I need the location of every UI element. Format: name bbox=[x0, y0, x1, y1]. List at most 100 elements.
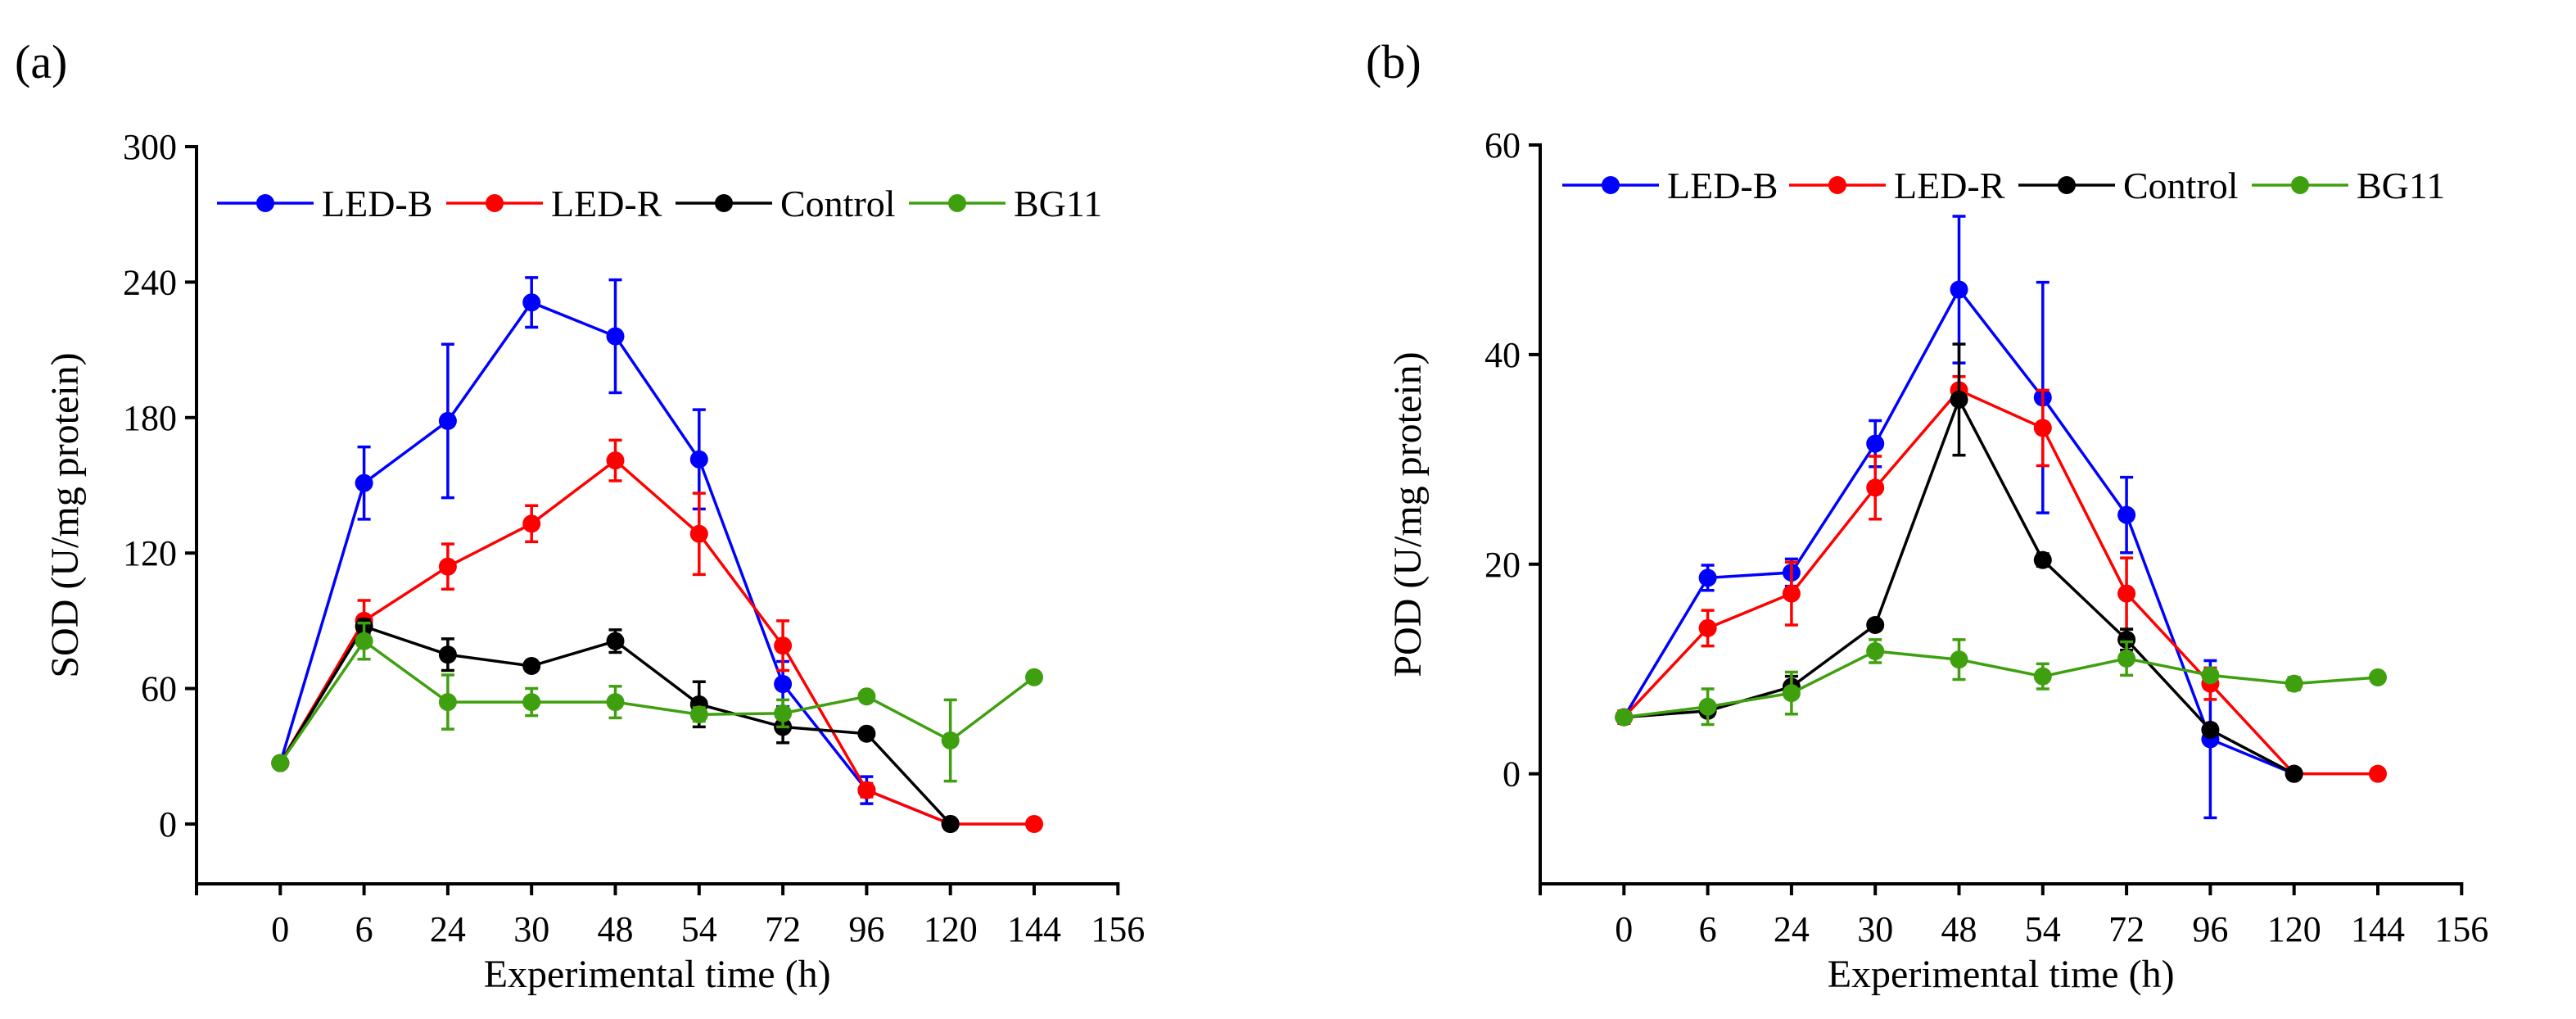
legend-label: Control bbox=[2123, 165, 2239, 206]
data-point bbox=[689, 450, 708, 469]
data-point bbox=[774, 675, 793, 694]
data-point bbox=[2117, 649, 2136, 668]
legend-marker bbox=[1602, 176, 1620, 194]
data-point bbox=[941, 814, 960, 833]
legend-marker bbox=[715, 194, 733, 212]
data-point bbox=[1615, 708, 1634, 727]
data-point bbox=[2033, 550, 2052, 569]
x-tick-label: 156 bbox=[1091, 909, 1145, 949]
series-line bbox=[1623, 388, 2378, 776]
series-led-b bbox=[1615, 215, 2303, 820]
data-point bbox=[606, 632, 625, 650]
data-point bbox=[271, 754, 290, 772]
data-point bbox=[2117, 630, 2136, 649]
y-tick-label: 0 bbox=[159, 804, 177, 845]
x-tick-label: 30 bbox=[1857, 909, 1893, 949]
x-axis-label: Experimental time (h) bbox=[1828, 953, 2175, 996]
data-point bbox=[2285, 764, 2303, 783]
series-line bbox=[1624, 650, 2379, 719]
data-point bbox=[606, 451, 625, 470]
legend-label: LED-R bbox=[1894, 165, 2005, 206]
data-point bbox=[1025, 668, 1043, 686]
data-point bbox=[2285, 674, 2303, 693]
data-point bbox=[438, 693, 457, 712]
panel-label: (a) bbox=[15, 35, 67, 88]
data-point bbox=[1950, 390, 1968, 409]
x-tick-label: 144 bbox=[2351, 909, 2405, 949]
data-point bbox=[1782, 584, 1801, 603]
y-axis-label: SOD (U/mg protein) bbox=[43, 352, 87, 677]
data-point bbox=[1698, 697, 1717, 716]
series-line bbox=[278, 639, 1036, 764]
y-tick-label: 300 bbox=[123, 127, 177, 167]
data-point bbox=[522, 656, 541, 675]
data-point bbox=[774, 636, 793, 655]
data-point bbox=[1950, 650, 1968, 669]
legend: LED-B LED-R Control BG11 bbox=[217, 183, 1102, 224]
y-tick-label: 20 bbox=[1485, 545, 1521, 585]
data-point bbox=[522, 293, 541, 312]
series-bg11 bbox=[271, 621, 1043, 783]
data-point bbox=[1866, 434, 1885, 453]
legend-label: LED-B bbox=[322, 183, 432, 224]
series-control bbox=[1615, 342, 2303, 783]
legend-marker bbox=[2058, 176, 2076, 194]
data-point bbox=[1025, 814, 1043, 833]
series-bg11 bbox=[1615, 638, 2387, 727]
legend-marker bbox=[948, 194, 966, 212]
x-tick-label: 144 bbox=[1007, 909, 1061, 949]
data-point bbox=[941, 731, 960, 750]
data-point bbox=[2117, 584, 2136, 603]
data-point bbox=[606, 327, 625, 346]
data-point bbox=[522, 514, 541, 533]
x-tick-label: 54 bbox=[681, 909, 717, 949]
y-tick-label: 0 bbox=[1503, 754, 1521, 795]
legend-label: LED-R bbox=[551, 183, 662, 224]
y-tick-label: 60 bbox=[1485, 125, 1521, 165]
legend-marker bbox=[1828, 176, 1846, 194]
x-tick-label: 0 bbox=[271, 909, 289, 949]
series-led-b bbox=[271, 276, 960, 833]
data-point bbox=[606, 693, 625, 712]
data-point bbox=[857, 724, 876, 743]
data-point bbox=[2369, 668, 2387, 686]
x-tick-label: 96 bbox=[848, 909, 884, 949]
data-point bbox=[2117, 505, 2136, 524]
series-line bbox=[278, 624, 951, 826]
legend-label: BG11 bbox=[1014, 183, 1102, 224]
x-tick-label: 54 bbox=[2025, 909, 2061, 949]
data-point bbox=[1698, 618, 1717, 637]
x-tick-label: 120 bbox=[924, 909, 978, 949]
data-point bbox=[774, 704, 793, 722]
series-line bbox=[278, 458, 1034, 826]
data-point bbox=[355, 632, 373, 650]
data-point bbox=[2201, 666, 2220, 685]
y-tick-label: 60 bbox=[141, 669, 177, 709]
legend-marker bbox=[486, 194, 504, 212]
legend: LED-B LED-R Control BG11 bbox=[1562, 165, 2445, 206]
chart-panel-b: (b) 0 20 40 60 0 6 24 30 48 54 72 96 120 144 156 Experim… bbox=[1366, 35, 2488, 996]
data-point bbox=[355, 473, 373, 492]
x-tick-label: 0 bbox=[1615, 909, 1633, 949]
data-point bbox=[2369, 764, 2387, 783]
legend-marker bbox=[256, 194, 274, 212]
series-led-r bbox=[271, 438, 1043, 833]
x-tick-label: 48 bbox=[598, 909, 634, 949]
x-axis-label: Experimental time (h) bbox=[484, 953, 831, 996]
data-point bbox=[2201, 720, 2220, 739]
data-point bbox=[438, 557, 457, 576]
x-tick-label: 30 bbox=[513, 909, 549, 949]
x-tick-label: 96 bbox=[2192, 909, 2228, 949]
legend-marker bbox=[2291, 176, 2309, 194]
chart-panel-a: (a) 0 60 120 180 240 300 0 6 24 30 48 54 72 96 120 144 15… bbox=[15, 35, 1145, 996]
x-tick-label: 156 bbox=[2434, 909, 2488, 949]
x-tick-label: 24 bbox=[430, 909, 466, 949]
data-point bbox=[438, 411, 457, 430]
data-point bbox=[1866, 641, 1885, 660]
data-point bbox=[1866, 615, 1885, 634]
x-tick-label: 24 bbox=[1774, 909, 1810, 949]
y-tick-label: 120 bbox=[123, 533, 177, 573]
data-point bbox=[689, 524, 708, 543]
data-point bbox=[1782, 684, 1801, 703]
